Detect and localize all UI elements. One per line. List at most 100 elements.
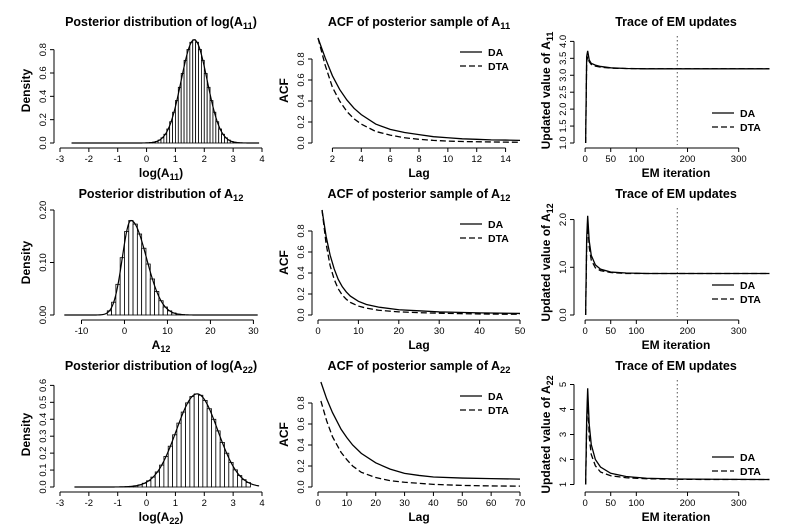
y-tick-label: 3.0 [558, 69, 569, 82]
histogram-bar [180, 411, 186, 488]
y-tick-label: 0.4 [296, 266, 307, 279]
y-tick-label: 3.5 [558, 52, 569, 65]
x-tick-label: 100 [628, 498, 644, 509]
y-tick-label: 1.0 [558, 261, 569, 274]
x-tick-label: 10 [353, 326, 364, 337]
legend-label: DTA [488, 61, 509, 73]
series-line-dta [584, 56, 770, 144]
histogram-bar [189, 396, 195, 488]
x-tick-label: 30 [248, 326, 259, 337]
y-tick-label: 5 [558, 382, 569, 387]
histogram-bar [180, 73, 185, 144]
y-tick-label: 4.0 [558, 35, 569, 48]
x-tick-label: 0 [315, 498, 320, 509]
x-tick-label: 50 [515, 326, 526, 337]
x-tick-label: 4 [259, 498, 264, 509]
legend-label: DA [740, 280, 756, 292]
x-tick-label: 2 [202, 498, 207, 509]
panel-title: Posterior distribution of A12 [79, 187, 244, 203]
histogram-bar [132, 223, 138, 316]
series-line-da [584, 215, 770, 316]
panel-title: ACF of posterior sample of A22 [328, 359, 511, 375]
x-tick-label: 50 [605, 326, 616, 337]
legend-label: DTA [488, 233, 509, 245]
x-tick-label: 3 [230, 154, 235, 165]
y-tick-label: 0.6 [296, 245, 307, 258]
y-tick-label: 0.2 [296, 115, 307, 128]
histogram-bar [202, 400, 208, 488]
panel-em11: Trace of EM updates 0 50 100 200 300 EM iterat… [539, 15, 770, 180]
x-tick-label: 20 [370, 498, 381, 509]
x-tick-label: 10 [342, 498, 353, 509]
histogram-bar [183, 59, 188, 144]
histogram-bar [177, 86, 182, 144]
histogram-bar [145, 263, 151, 316]
panel-em12: Trace of EM updates 0 50 100 200 300 EM iterat… [539, 187, 770, 352]
y-axis-label: Density [19, 69, 33, 113]
legend-label: DTA [740, 294, 761, 306]
x-tick-label: 50 [605, 498, 616, 509]
x-tick-label: 100 [628, 326, 644, 337]
density-curve [74, 393, 260, 488]
histogram-bar [215, 430, 221, 488]
x-tick-label: 1 [173, 154, 178, 165]
x-tick-label: 300 [731, 154, 747, 165]
y-axis-label: Updated value of A12 [539, 203, 555, 321]
x-tick-label: 0 [122, 326, 127, 337]
y-tick-label: 1.5 [558, 119, 569, 132]
y-tick-label: 2.5 [558, 86, 569, 99]
y-tick-label: 2.0 [558, 213, 569, 226]
x-tick-label: -2 [85, 154, 93, 165]
y-tick-label: 0.0 [296, 308, 307, 321]
y-tick-label: 0.10 [38, 253, 49, 272]
y-tick-label: 0.6 [38, 66, 49, 79]
series-line-da [317, 37, 521, 142]
x-axis-label: EM iteration [642, 338, 711, 352]
histogram-bar [211, 418, 217, 488]
y-tick-label: 0.5 [38, 396, 49, 409]
y-axis-label: Density [19, 413, 33, 457]
y-axis-label: ACF [277, 78, 291, 103]
y-tick-label: 0.8 [38, 43, 49, 56]
panel-title: Posterior distribution of log(A11) [65, 15, 257, 31]
x-tick-label: 0 [582, 498, 587, 509]
legend-label: DTA [740, 466, 761, 478]
y-tick-label: 2 [558, 457, 569, 462]
y-axis-label: Updated value of A11 [539, 32, 555, 150]
series-line-dta [321, 209, 521, 315]
histogram-bar [200, 59, 205, 144]
legend-label: DA [740, 452, 756, 464]
histogram-bar [198, 394, 204, 488]
x-tick-label: -1 [113, 498, 121, 509]
y-tick-label: 0.8 [296, 396, 307, 409]
series-line-dta [584, 396, 770, 485]
x-axis-label: Lag [408, 338, 429, 352]
y-tick-label: 3 [558, 432, 569, 437]
histogram-bar [167, 445, 173, 488]
x-tick-label: 4 [259, 154, 264, 165]
panel-title: ACF of posterior sample of A11 [328, 15, 510, 31]
legend-label: DA [488, 391, 504, 403]
x-axis-label: EM iteration [642, 166, 711, 180]
histogram-bar [219, 442, 225, 488]
histogram-bar [192, 39, 197, 144]
y-tick-label: 0.0 [558, 308, 569, 321]
histogram-bar [136, 233, 143, 316]
histogram-bar [176, 422, 182, 488]
histogram-bar [124, 231, 130, 316]
x-axis-label: EM iteration [642, 510, 711, 524]
y-tick-label: 0.00 [38, 306, 49, 325]
y-tick-label: 0.2 [296, 459, 307, 472]
series-line-da [584, 388, 770, 485]
histogram-bar [195, 41, 199, 144]
x-tick-label: 300 [731, 326, 747, 337]
x-tick-label: 10 [162, 326, 173, 337]
x-tick-label: 20 [205, 326, 216, 337]
histogram-bar [206, 408, 212, 488]
x-tick-label: -10 [75, 326, 89, 337]
y-tick-label: 0.0 [296, 480, 307, 493]
x-tick-label: 200 [680, 326, 696, 337]
histogram-bar [185, 402, 191, 488]
x-axis-label: Lag [408, 166, 429, 180]
histogram-bar [206, 86, 211, 144]
